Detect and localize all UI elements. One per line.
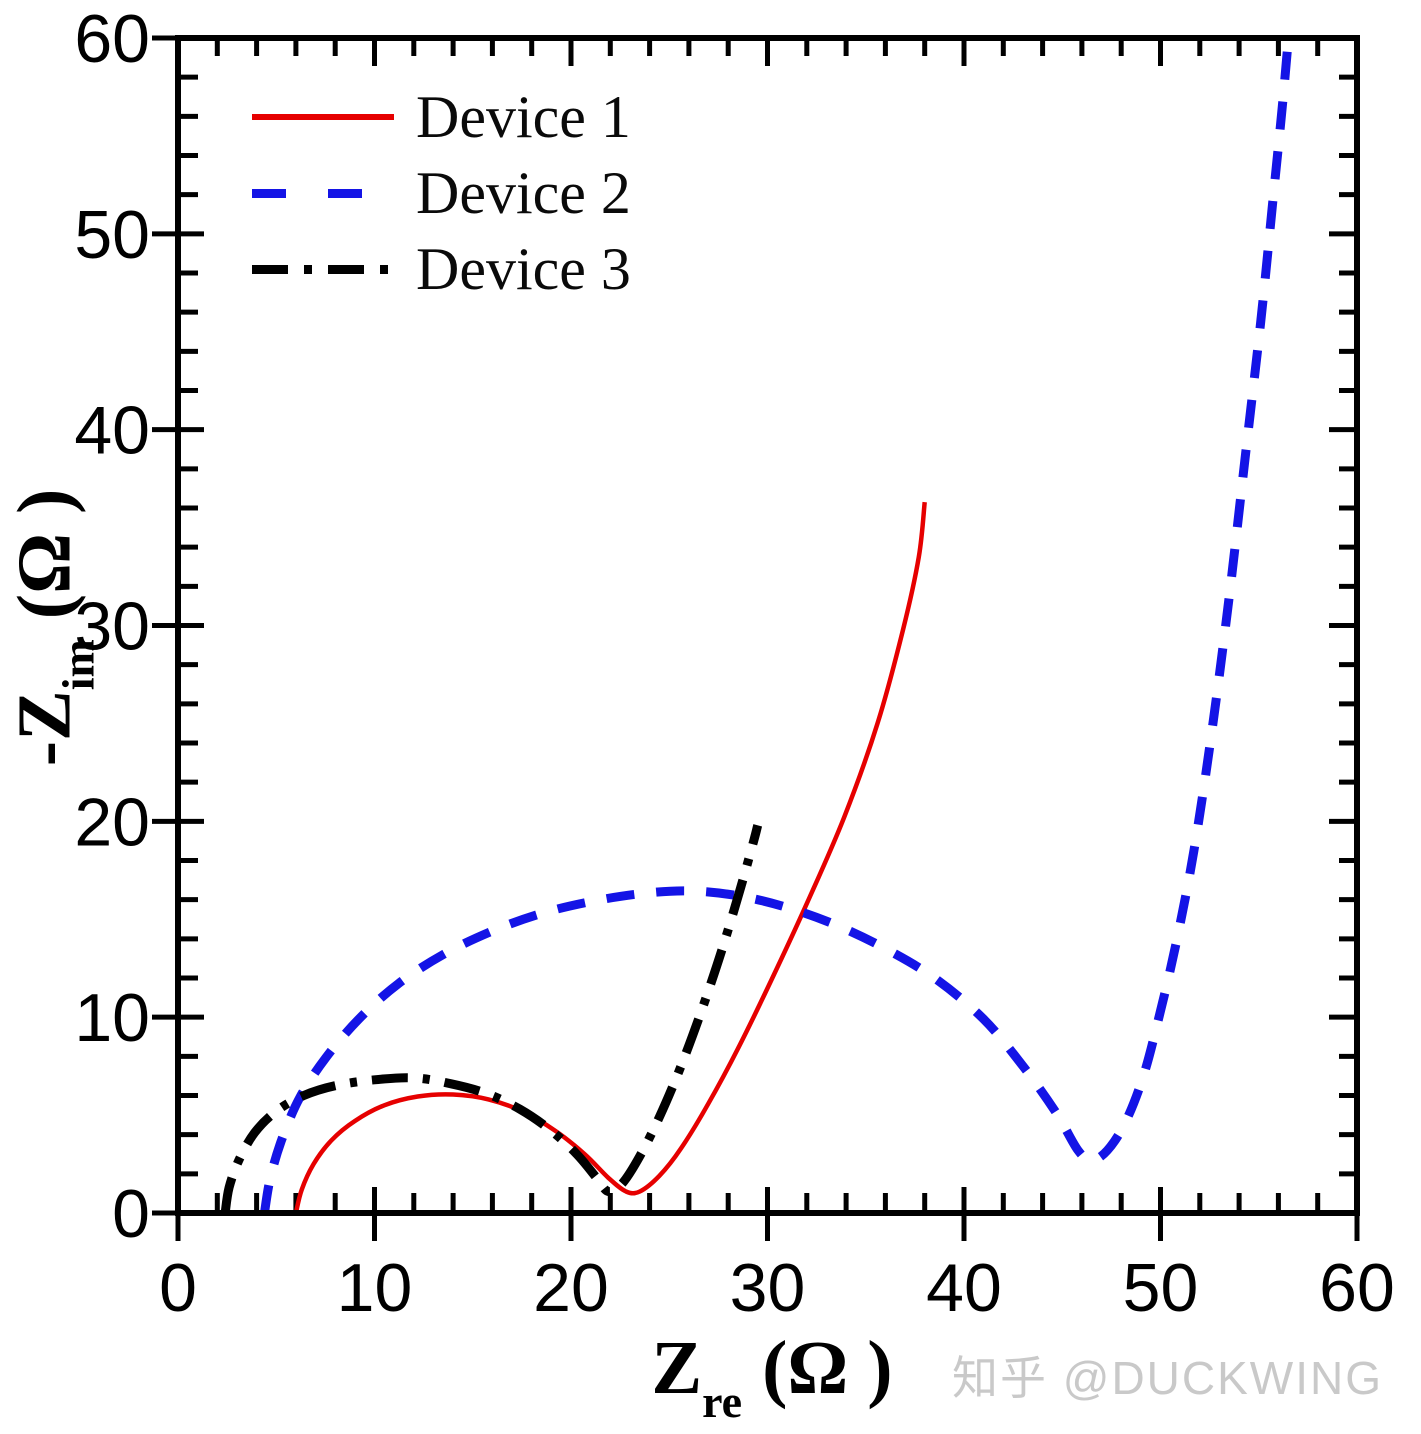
legend-line-device-2 xyxy=(252,188,394,198)
plot-frame xyxy=(175,35,1360,1216)
curve-device-1 xyxy=(293,501,927,1214)
legend: Device 1 Device 2 Device 3 xyxy=(252,79,631,307)
y-tick-label: 20 xyxy=(74,784,150,860)
x-tick-label: 20 xyxy=(533,1250,609,1326)
x-tick-label: 0 xyxy=(159,1250,197,1326)
curve-device-2 xyxy=(260,38,1293,1214)
y-axis-label-unit: (Ω ) xyxy=(2,488,87,620)
legend-label-device-3: Device 3 xyxy=(416,236,631,302)
legend-label-device-2: Device 2 xyxy=(416,160,631,226)
y-tick-label: 60 xyxy=(74,1,150,77)
x-tick-labels: 0 10 20 30 40 50 60 xyxy=(159,1250,1395,1326)
y-tick-label: 0 xyxy=(112,1176,150,1252)
legend-label-device-1: Device 1 xyxy=(416,84,631,150)
y-tick-label: 10 xyxy=(74,980,150,1056)
x-axis-label-symbol: Z xyxy=(651,1326,703,1410)
legend-line-device-3 xyxy=(252,264,394,274)
series-curves xyxy=(220,38,1293,1214)
x-tick-label: 40 xyxy=(926,1250,1002,1326)
x-tick-label: 10 xyxy=(337,1250,413,1326)
x-tick-label: 30 xyxy=(730,1250,806,1326)
legend-item-device-1: Device 1 xyxy=(252,79,631,155)
x-tick-label: 50 xyxy=(1123,1250,1199,1326)
y-tick-label: 40 xyxy=(74,393,150,469)
legend-item-device-3: Device 3 xyxy=(252,231,631,307)
y-tick-label: 50 xyxy=(74,197,150,273)
y-axis-label: -Zim (Ω ) xyxy=(3,318,104,938)
y-tick-labels: 0 10 20 30 40 50 60 xyxy=(74,1,150,1252)
y-tick-label: 30 xyxy=(74,589,150,665)
watermark: 知乎 @DUCKWING xyxy=(951,1352,1383,1404)
y-axis-label-subscript: im xyxy=(52,639,104,691)
x-axis-label: Zre (Ω ) xyxy=(462,1330,1082,1425)
x-axis-label-unit: (Ω ) xyxy=(762,1326,893,1410)
legend-item-device-2: Device 2 xyxy=(252,155,631,231)
x-axis-label-subscript: re xyxy=(702,1376,743,1427)
y-axis-label-symbol: -Z xyxy=(2,690,87,767)
legend-line-device-1 xyxy=(252,114,394,120)
x-tick-label: 60 xyxy=(1319,1250,1395,1326)
